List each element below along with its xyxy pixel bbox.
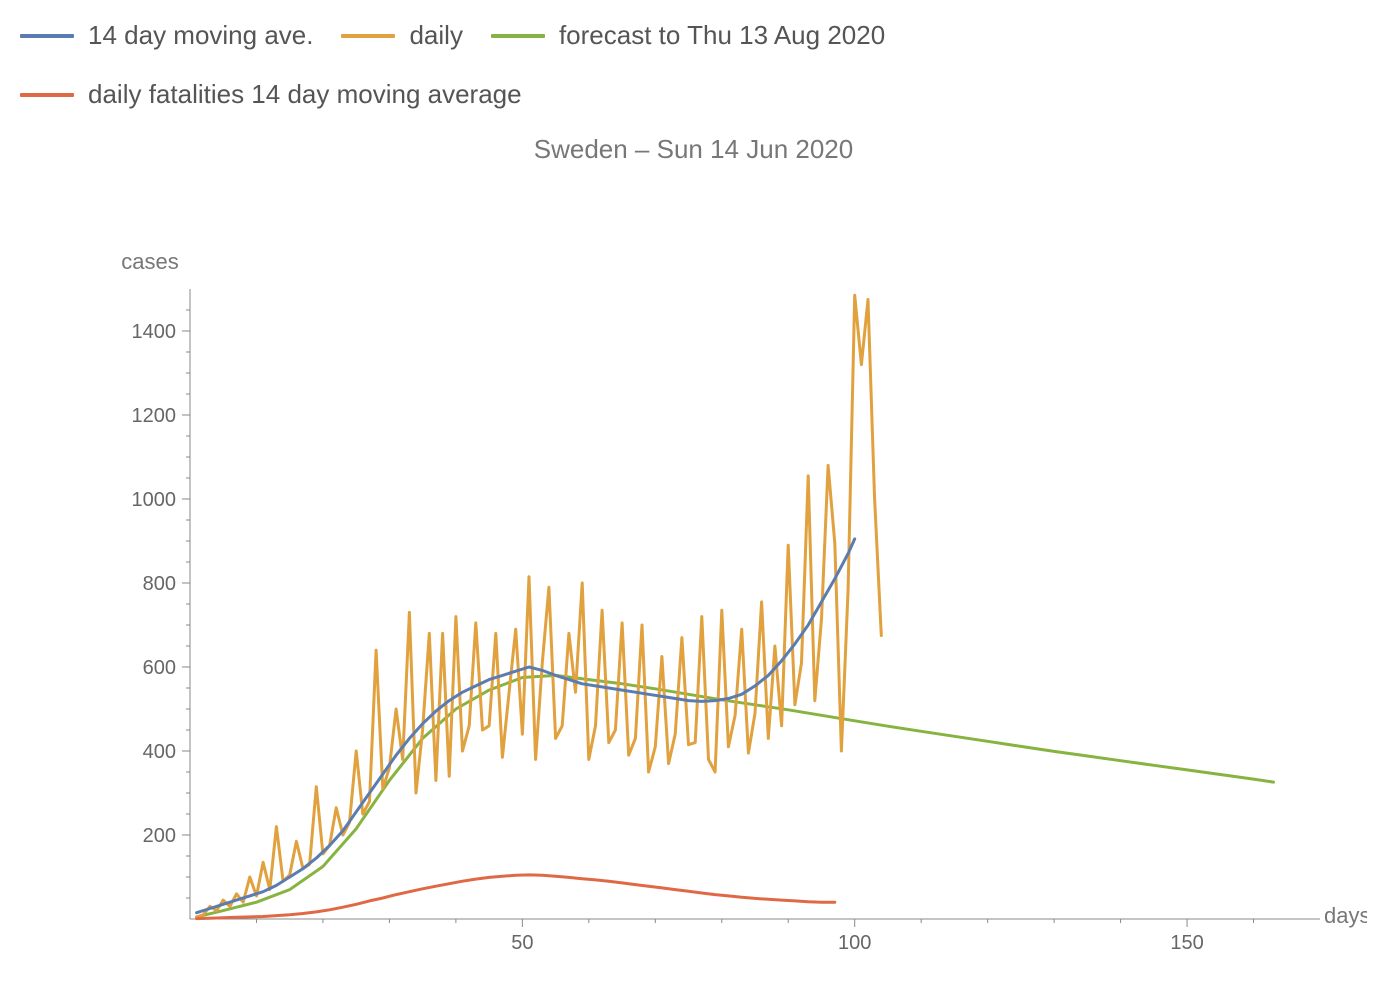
svg-text:800: 800 — [143, 573, 176, 595]
svg-text:1200: 1200 — [132, 405, 177, 427]
svg-text:1000: 1000 — [132, 489, 177, 511]
legend-swatch-icon — [341, 34, 395, 38]
chart-title: Sweden – Sun 14 Jun 2020 — [20, 134, 1367, 165]
svg-text:200: 200 — [143, 825, 176, 847]
svg-text:1400: 1400 — [132, 321, 177, 343]
legend-label: 14 day moving ave. — [88, 20, 313, 51]
legend-item-fatalities: daily fatalities 14 day moving average — [20, 79, 522, 110]
legend-row-2: daily fatalities 14 day moving average — [20, 79, 1367, 110]
svg-text:cases: cases — [121, 249, 178, 274]
line-chart: 50 100 150 200 400 600 800 1000 1200 1400 days case… — [20, 169, 1367, 969]
legend-label: forecast to Thu 13 Aug 2020 — [559, 20, 885, 51]
legend-item-moving-avg: 14 day moving ave. — [20, 20, 313, 51]
legend-row-1: 14 day moving ave. daily forecast to Thu… — [20, 20, 1367, 51]
legend-item-daily: daily — [341, 20, 462, 51]
legend-label: daily — [409, 20, 462, 51]
chart-area: 50 100 150 200 400 600 800 1000 1200 1400 days case… — [20, 169, 1367, 969]
svg-text:600: 600 — [143, 657, 176, 679]
legend-swatch-icon — [20, 93, 74, 97]
legend-label: daily fatalities 14 day moving average — [88, 79, 522, 110]
legend-item-forecast: forecast to Thu 13 Aug 2020 — [491, 20, 885, 51]
legend-swatch-icon — [20, 34, 74, 38]
svg-text:50: 50 — [511, 932, 533, 954]
svg-text:150: 150 — [1170, 932, 1203, 954]
legend-swatch-icon — [491, 34, 545, 38]
svg-text:days: days — [1324, 903, 1367, 928]
chart-legend: 14 day moving ave. daily forecast to Thu… — [20, 20, 1367, 110]
svg-text:100: 100 — [838, 932, 871, 954]
svg-text:400: 400 — [143, 741, 176, 763]
